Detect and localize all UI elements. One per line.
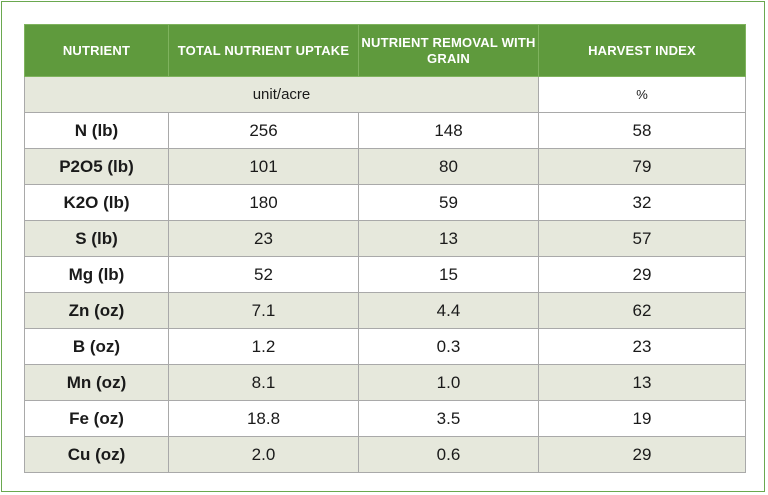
removal-with-grain-cell: 59 — [358, 184, 539, 221]
nutrient-name-cell: S (lb) — [24, 220, 169, 257]
nutrient-name-cell: N (lb) — [24, 112, 169, 149]
table-row: Mg (lb) 52 15 29 — [24, 256, 746, 293]
table-row: Mn (oz) 8.1 1.0 13 — [24, 364, 746, 401]
header-harvest-index: HARVEST INDEX — [538, 24, 746, 77]
units-row: unit/acre % — [24, 76, 746, 113]
unit-label: unit/acre — [24, 76, 539, 113]
nutrient-name-cell: Mn (oz) — [24, 364, 169, 401]
header-removal-with-grain: NUTRIENT REMOVAL WITH GRAIN — [358, 24, 539, 77]
table-row: N (lb) 256 148 58 — [24, 112, 746, 149]
nutrient-name-cell: P2O5 (lb) — [24, 148, 169, 185]
nutrient-name-cell: Zn (oz) — [24, 292, 169, 329]
removal-with-grain-cell: 0.3 — [358, 328, 539, 365]
removal-with-grain-cell: 148 — [358, 112, 539, 149]
harvest-index-cell: 29 — [538, 256, 746, 293]
total-uptake-cell: 18.8 — [168, 400, 359, 437]
table-row: Cu (oz) 2.0 0.6 29 — [24, 436, 746, 473]
table-row: B (oz) 1.2 0.3 23 — [24, 328, 746, 365]
harvest-index-cell: 29 — [538, 436, 746, 473]
harvest-index-cell: 23 — [538, 328, 746, 365]
harvest-index-cell: 19 — [538, 400, 746, 437]
harvest-index-cell: 13 — [538, 364, 746, 401]
harvest-index-cell: 79 — [538, 148, 746, 185]
table-row: Fe (oz) 18.8 3.5 19 — [24, 400, 746, 437]
table-row: S (lb) 23 13 57 — [24, 220, 746, 257]
harvest-index-cell: 32 — [538, 184, 746, 221]
nutrient-name-cell: Cu (oz) — [24, 436, 169, 473]
removal-with-grain-cell: 15 — [358, 256, 539, 293]
removal-with-grain-cell: 3.5 — [358, 400, 539, 437]
removal-with-grain-cell: 0.6 — [358, 436, 539, 473]
nutrient-name-cell: K2O (lb) — [24, 184, 169, 221]
nutrient-name-cell: Fe (oz) — [24, 400, 169, 437]
total-uptake-cell: 2.0 — [168, 436, 359, 473]
total-uptake-cell: 180 — [168, 184, 359, 221]
nutrient-name-cell: Mg (lb) — [24, 256, 169, 293]
total-uptake-cell: 7.1 — [168, 292, 359, 329]
total-uptake-cell: 101 — [168, 148, 359, 185]
table-row: P2O5 (lb) 101 80 79 — [24, 148, 746, 185]
percent-label: % — [538, 76, 746, 113]
header-total-uptake: TOTAL NUTRIENT UPTAKE — [168, 24, 359, 77]
total-uptake-cell: 8.1 — [168, 364, 359, 401]
nutrient-table: NUTRIENT TOTAL NUTRIENT UPTAKE NUTRIENT … — [24, 24, 746, 473]
total-uptake-cell: 1.2 — [168, 328, 359, 365]
total-uptake-cell: 23 — [168, 220, 359, 257]
harvest-index-cell: 58 — [538, 112, 746, 149]
nutrient-name-cell: B (oz) — [24, 328, 169, 365]
removal-with-grain-cell: 80 — [358, 148, 539, 185]
removal-with-grain-cell: 13 — [358, 220, 539, 257]
harvest-index-cell: 62 — [538, 292, 746, 329]
removal-with-grain-cell: 4.4 — [358, 292, 539, 329]
table-row: K2O (lb) 180 59 32 — [24, 184, 746, 221]
total-uptake-cell: 256 — [168, 112, 359, 149]
removal-with-grain-cell: 1.0 — [358, 364, 539, 401]
table-row: Zn (oz) 7.1 4.4 62 — [24, 292, 746, 329]
header-nutrient: NUTRIENT — [24, 24, 169, 77]
header-row: NUTRIENT TOTAL NUTRIENT UPTAKE NUTRIENT … — [24, 24, 746, 77]
harvest-index-cell: 57 — [538, 220, 746, 257]
total-uptake-cell: 52 — [168, 256, 359, 293]
